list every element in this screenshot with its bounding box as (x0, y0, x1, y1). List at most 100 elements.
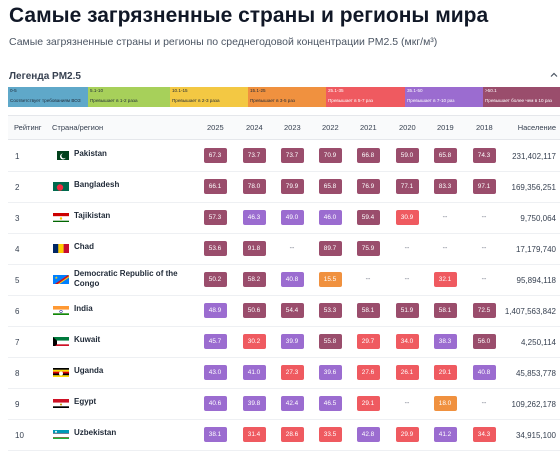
legend-description: Превышает в 2-3 раза (172, 98, 220, 103)
pm25-value-badge: 46.0 (318, 210, 342, 225)
header-year-2024[interactable]: 2024 (246, 123, 263, 132)
header-population[interactable]: Население (517, 123, 556, 132)
country-name[interactable]: Pakistan (74, 149, 107, 159)
empty-value: -- (404, 276, 410, 283)
population-cell: 34,915,100 (515, 431, 556, 440)
legend-segment: 0-5 Соответствует требованиям ВОЗ (8, 87, 88, 107)
pm25-value-badge: 18.0 (433, 396, 457, 411)
uzbekistan-flag-icon (53, 428, 69, 439)
population-cell: 45,853,778 (515, 369, 556, 378)
pm25-value-badge: 75.9 (356, 241, 380, 256)
uganda-flag-icon (53, 366, 69, 377)
population-cell: 109,262,178 (511, 400, 557, 409)
pm25-value-badge: 74.3 (472, 148, 496, 163)
pm25-value-badge: 40.6 (203, 396, 227, 411)
pm25-value-badge: 97.1 (472, 179, 496, 194)
table-row[interactable]: 4 Chad 53.6 91.8 -- 89.7 75.9 -- -- -- 17,179,740 (8, 234, 560, 265)
table-row[interactable]: 3 Tajikistan 57.3 46.3 49.0 46.0 59.4 30.9 -- -- 9… (8, 203, 560, 234)
kuwait-flag-icon (53, 335, 69, 346)
pm25-value-badge: 50.2 (203, 272, 227, 287)
header-year-2022[interactable]: 2022 (322, 123, 339, 132)
pm25-value-badge: 29.7 (356, 334, 380, 349)
header-year-2018[interactable]: 2018 (476, 123, 493, 132)
header-year-2021[interactable]: 2021 (360, 123, 377, 132)
empty-value: -- (481, 245, 487, 252)
table-row[interactable]: 8 Uganda 43.0 41.0 27.3 39.6 27.6 26.1 29.1 40.8 4… (8, 358, 560, 389)
rank-cell: 3 (15, 214, 20, 223)
svg-text:★: ★ (55, 275, 59, 280)
population-cell: 4,250,114 (521, 338, 556, 347)
legend-title: Легенда PM2.5 (9, 71, 81, 82)
pm25-value-badge: 31.4 (242, 427, 266, 442)
table-row[interactable]: 10 Uzbekistan 38.1 31.4 28.6 33.5 42.8 29.9 41.2… (8, 420, 560, 451)
country-name-line: Democratic Republic of the (74, 269, 178, 278)
legend-range: 15.1-25 (250, 88, 266, 93)
pm25-value-badge: 29.9 (395, 427, 419, 442)
pm25-value-badge: 58.2 (242, 272, 266, 287)
country-name[interactable]: India (74, 304, 93, 314)
pm25-value-badge: 40.8 (472, 365, 496, 380)
legend-description: Превышает в 5-7 раз (328, 98, 373, 103)
pm25-value-badge: 70.9 (318, 148, 342, 163)
table-row[interactable]: 6 India 48.9 50.6 54.4 53.3 58.1 51.9 58.1 72.5 1,… (8, 296, 560, 327)
legend-segment: 15.1-25 Превышает в 3-5 раз (248, 87, 326, 107)
pm25-value-badge: 39.8 (242, 396, 266, 411)
header-year-2025[interactable]: 2025 (207, 123, 224, 132)
india-flag-icon (53, 304, 69, 315)
legend-segment: 5.1-10 Превышает в 1-2 раза (88, 87, 170, 107)
pm25-value-badge: 67.3 (203, 148, 227, 163)
header-year-2023[interactable]: 2023 (284, 123, 301, 132)
table-row[interactable]: 1 Pakistan 67.3 73.7 73.7 70.9 66.8 59.0 65.8 74.… (8, 141, 560, 172)
header-year-2019[interactable]: 2019 (437, 123, 454, 132)
chevron-up-icon[interactable] (549, 70, 559, 80)
legend-description: Превышает в 1-2 раза (90, 98, 138, 103)
rank-cell: 4 (15, 245, 20, 254)
pm25-value-badge: 45.7 (203, 334, 227, 349)
pm25-value-badge: 89.7 (318, 241, 342, 256)
table-row[interactable]: 9 Egypt 40.6 39.8 42.4 46.5 29.1 -- 18.0 -- 109,26… (8, 389, 560, 420)
country-name[interactable]: Kuwait (74, 335, 100, 345)
population-cell: 95,894,118 (516, 276, 556, 285)
pm25-value-badge: 39.9 (280, 334, 304, 349)
country-name-line: Congo (74, 279, 100, 288)
pm25-value-badge: 59.4 (356, 210, 380, 225)
country-name[interactable]: Uzbekistan (74, 428, 116, 438)
table-row[interactable]: 5 ★ Democratic Republic of the Congo 50.2 58.… (8, 265, 560, 296)
population-cell: 9,750,064 (520, 214, 556, 223)
header-rank[interactable]: Рейтинг (14, 123, 42, 132)
legend-segment: 10.1-15 Превышает в 2-3 раза (170, 87, 248, 107)
country-name-line: Uganda (74, 366, 104, 375)
population-cell: 231,402,117 (512, 152, 556, 161)
empty-value: -- (289, 245, 295, 252)
country-name[interactable]: Egypt (74, 397, 96, 407)
country-name-line: India (74, 304, 93, 313)
pm25-value-badge: 34.0 (395, 334, 419, 349)
country-name[interactable]: Bangladesh (74, 180, 119, 190)
header-year-2020[interactable]: 2020 (399, 123, 416, 132)
rank-cell: 2 (15, 183, 20, 192)
country-name[interactable]: Tajikistan (74, 211, 110, 221)
country-name-line: Bangladesh (74, 180, 120, 189)
country-name[interactable]: Chad (74, 242, 94, 252)
table-row[interactable]: 7 Kuwait 45.7 30.2 39.9 55.8 29.7 34.0 38.3 56.0 4… (8, 327, 560, 358)
pm25-value-badge: 58.1 (356, 303, 380, 318)
legend-description: Превышает в 3-5 раз (250, 98, 295, 103)
country-name-line: Egypt (74, 397, 97, 406)
empty-value: -- (442, 214, 448, 221)
legend-range: 0-5 (10, 88, 17, 93)
legend-range: >50.1 (485, 88, 497, 93)
header-country[interactable]: Страна/регион (52, 123, 104, 132)
table-row[interactable]: 2 Bangladesh 66.1 78.0 79.9 65.8 76.9 77.1 83.3 9… (8, 172, 560, 203)
empty-value: -- (404, 245, 410, 252)
pm25-value-badge: 66.1 (203, 179, 227, 194)
pm25-value-badge: 78.0 (242, 179, 266, 194)
empty-value: -- (481, 276, 487, 283)
legend-segment: >50.1 Превышает более чем в 10 раз (483, 87, 560, 107)
pm25-value-badge: 56.0 (472, 334, 496, 349)
pm25-value-badge: 43.0 (203, 365, 227, 380)
pm25-value-badge: 29.1 (433, 365, 457, 380)
country-name[interactable]: Democratic Republic of the Congo (74, 269, 178, 289)
empty-value: -- (442, 245, 448, 252)
pm25-value-badge: 77.1 (395, 179, 419, 194)
country-name[interactable]: Uganda (74, 366, 103, 376)
